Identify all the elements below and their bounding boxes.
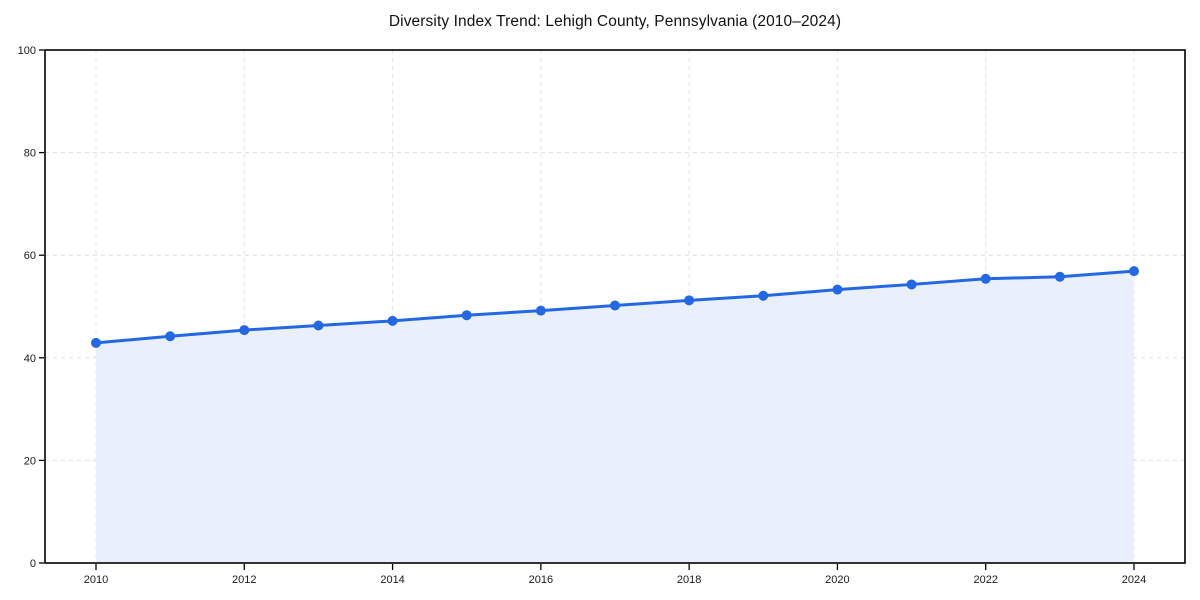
data-point [684, 295, 695, 306]
y-tick-label: 60 [24, 250, 36, 262]
x-tick-label: 2020 [825, 574, 849, 586]
data-point [1129, 266, 1139, 277]
data-point [239, 325, 250, 336]
x-tick-label: 2022 [973, 574, 997, 586]
y-tick-label: 80 [24, 148, 36, 160]
x-tick-label: 2010 [84, 574, 108, 586]
axis-ticks-and-labels: 2010 2012 2014 2016 2018 2020 2022 2024 0 20 40 60 8… [18, 45, 1147, 586]
x-tick-label: 2024 [1122, 574, 1146, 586]
x-tick-label: 2018 [677, 574, 701, 586]
y-tick-label: 40 [24, 353, 36, 365]
data-point [906, 279, 917, 290]
x-tick-label: 2016 [529, 574, 553, 586]
data-point [165, 331, 176, 342]
x-tick-label: 2012 [232, 574, 256, 586]
axis-frame [44, 49, 1186, 564]
data-point [461, 310, 472, 321]
y-tick-label: 20 [24, 455, 36, 467]
x-tick-label: 2014 [380, 574, 404, 586]
data-point [313, 320, 324, 331]
data-point [535, 305, 546, 316]
data-point [1054, 271, 1065, 282]
data-point [387, 315, 398, 326]
data-point [758, 290, 769, 301]
data-point [91, 337, 101, 348]
data-point [832, 284, 843, 295]
y-tick-label: 0 [30, 558, 36, 570]
data-point [980, 273, 991, 284]
data-point [610, 300, 620, 311]
y-tick-label: 100 [18, 45, 36, 57]
area-fill [96, 271, 1134, 563]
data-point-markers [91, 266, 1139, 348]
chart-title: Diversity Index Trend: Lehigh County, Pe… [388, 13, 842, 30]
